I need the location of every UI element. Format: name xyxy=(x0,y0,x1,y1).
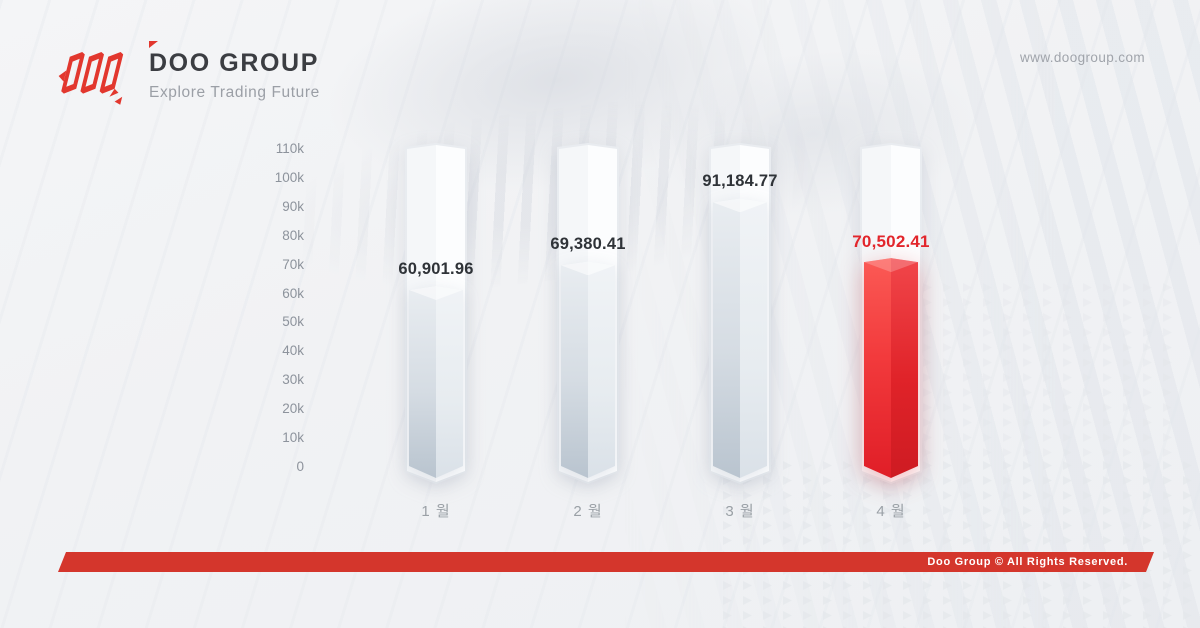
bar-column xyxy=(557,143,619,484)
bar-fill-wrap xyxy=(561,261,615,478)
bar-category-label: 3 월 xyxy=(725,503,755,520)
y-axis-tick-label: 90k xyxy=(282,198,304,214)
y-axis-tick-label: 10k xyxy=(282,430,304,445)
brand-tagline: Explore Trading Future xyxy=(149,83,320,101)
bar-category-label: 1 월 xyxy=(421,503,451,520)
bar-column xyxy=(709,143,771,484)
y-axis-tick-label: 50k xyxy=(282,314,304,330)
copyright-text: Doo Group © All Rights Reserved. xyxy=(927,556,1128,568)
bar-fill-wrap xyxy=(864,258,918,478)
brand-name: DOO GROUP xyxy=(149,49,319,78)
bar-category-label: 2 월 xyxy=(573,503,603,520)
bar-side-face xyxy=(588,261,615,478)
bar-fill xyxy=(713,198,767,478)
bar-side-face xyxy=(713,198,740,478)
bar-column xyxy=(860,143,922,484)
brand-accent-triangle-icon xyxy=(149,41,158,49)
bar-fill-highlight xyxy=(864,258,918,478)
y-axis: 110k 100k 90k 80k 70k 60k 50k 40k 30k 20k 10k 0 xyxy=(230,0,304,628)
bar-side-face xyxy=(891,258,918,478)
footer-bar: Doo Group © All Rights Reserved. xyxy=(58,552,1154,572)
bar-side-face xyxy=(436,286,463,478)
doo-group-logo-mark-icon xyxy=(58,52,124,105)
bar-category-label: 4 월 xyxy=(876,503,906,520)
y-axis-tick-label: 40k xyxy=(282,343,304,359)
bar-fill xyxy=(409,286,463,478)
doo-group-logo: DOO GROUP Explore Trading Future xyxy=(55,41,320,110)
bar-side-face xyxy=(561,261,588,478)
y-axis-tick-label: 30k xyxy=(282,372,304,388)
bar-value-label: 60,901.96 xyxy=(398,259,474,278)
bar-side-face xyxy=(740,198,767,478)
logo-text: DOO GROUP Explore Trading Future xyxy=(149,41,320,102)
bar-fill-wrap xyxy=(409,286,463,478)
bar-fill xyxy=(561,261,615,478)
website-url: www.doogroup.com xyxy=(1020,50,1145,65)
y-axis-tick-label: 70k xyxy=(282,256,304,272)
bar-fill-wrap xyxy=(713,198,767,478)
bar-value-label: 69,380.41 xyxy=(550,235,626,254)
y-axis-tick-label: 60k xyxy=(282,285,304,301)
bar-side-face xyxy=(864,258,891,478)
y-axis-tick-label: 110k xyxy=(275,141,304,156)
y-axis-tick-label: 0 xyxy=(296,458,304,474)
y-axis-tick-label: 20k xyxy=(282,401,304,417)
y-axis-tick-label: 100k xyxy=(274,169,304,185)
bar-value-label: 91,184.77 xyxy=(702,172,778,191)
y-axis-tick-label: 80k xyxy=(282,227,304,243)
bar-value-label: 70,502.41 xyxy=(852,232,930,252)
bar-column xyxy=(405,143,467,484)
bar-side-face xyxy=(409,286,436,478)
